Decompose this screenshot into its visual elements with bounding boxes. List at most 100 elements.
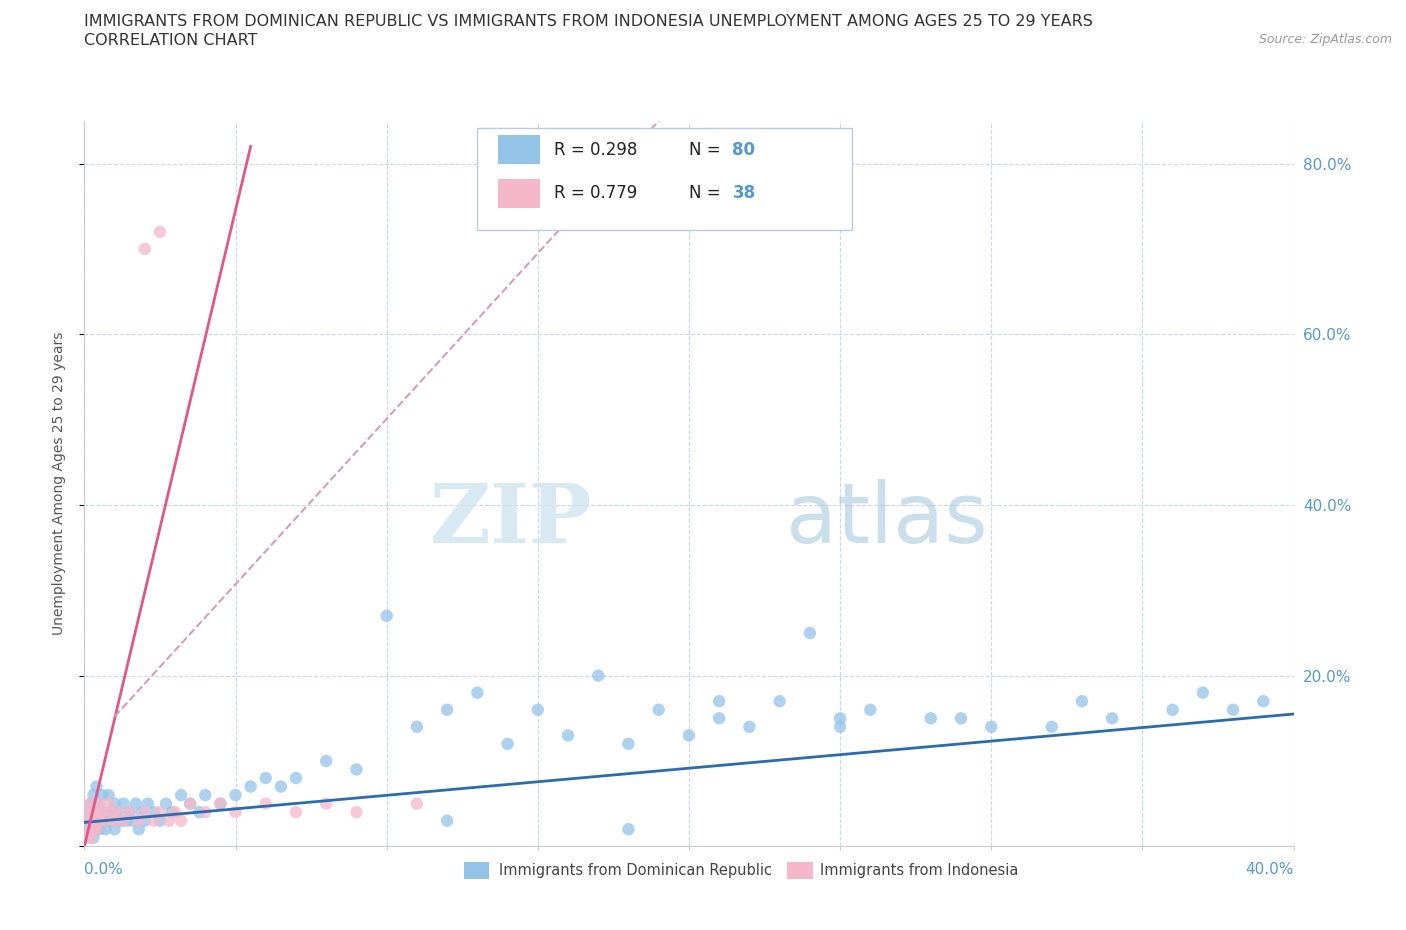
Point bbox=[188, 804, 211, 819]
Point bbox=[79, 830, 101, 845]
Point bbox=[89, 796, 111, 811]
Point bbox=[194, 804, 217, 819]
Point bbox=[160, 804, 183, 819]
Point bbox=[121, 813, 143, 828]
Point bbox=[89, 796, 111, 811]
Point bbox=[1192, 685, 1215, 700]
Point bbox=[118, 804, 141, 819]
Point bbox=[94, 813, 117, 828]
Point bbox=[94, 822, 117, 837]
Point bbox=[859, 702, 882, 717]
Point bbox=[709, 711, 731, 725]
Point bbox=[648, 702, 671, 717]
Point bbox=[104, 813, 127, 828]
FancyBboxPatch shape bbox=[498, 136, 540, 165]
Point bbox=[436, 702, 458, 717]
FancyBboxPatch shape bbox=[498, 179, 540, 208]
Text: R = 0.298: R = 0.298 bbox=[554, 141, 637, 159]
Point bbox=[920, 711, 942, 725]
Point bbox=[76, 804, 98, 819]
Point bbox=[225, 804, 247, 819]
Text: 40.0%: 40.0% bbox=[1246, 862, 1294, 877]
Text: CORRELATION CHART: CORRELATION CHART bbox=[84, 33, 257, 47]
Point bbox=[1071, 694, 1094, 709]
Y-axis label: Unemployment Among Ages 25 to 29 years: Unemployment Among Ages 25 to 29 years bbox=[52, 332, 66, 635]
Point bbox=[89, 813, 111, 828]
Point bbox=[285, 771, 308, 786]
Point bbox=[91, 813, 114, 828]
Point bbox=[82, 822, 104, 837]
Point bbox=[100, 804, 122, 819]
Point bbox=[406, 720, 429, 735]
Point bbox=[527, 702, 550, 717]
Point bbox=[97, 813, 120, 828]
Point bbox=[76, 822, 98, 837]
Point bbox=[270, 779, 292, 794]
Point bbox=[104, 822, 127, 837]
Text: N =: N = bbox=[689, 141, 725, 159]
Point bbox=[79, 796, 101, 811]
Point bbox=[91, 788, 114, 803]
Point bbox=[678, 728, 700, 743]
Point bbox=[142, 804, 165, 819]
Point bbox=[149, 804, 172, 819]
Point bbox=[209, 796, 232, 811]
Point bbox=[112, 813, 135, 828]
Point bbox=[830, 711, 852, 725]
Point bbox=[209, 796, 232, 811]
Point bbox=[1161, 702, 1184, 717]
Point bbox=[239, 779, 262, 794]
Point bbox=[79, 822, 101, 837]
Text: ZIP: ZIP bbox=[430, 480, 592, 560]
Point bbox=[225, 788, 247, 803]
Point bbox=[86, 822, 108, 837]
Point bbox=[76, 822, 98, 837]
Text: atlas: atlas bbox=[786, 479, 987, 561]
Point bbox=[128, 822, 150, 837]
Point bbox=[115, 813, 138, 828]
Point bbox=[76, 804, 98, 819]
Point bbox=[406, 796, 429, 811]
Text: IMMIGRANTS FROM DOMINICAN REPUBLIC VS IMMIGRANTS FROM INDONESIA UNEMPLOYMENT AMO: IMMIGRANTS FROM DOMINICAN REPUBLIC VS IM… bbox=[84, 14, 1094, 29]
Point bbox=[315, 753, 337, 768]
Point bbox=[86, 822, 108, 837]
Point bbox=[97, 796, 120, 811]
Point bbox=[170, 788, 193, 803]
FancyBboxPatch shape bbox=[478, 128, 852, 230]
Point bbox=[980, 720, 1002, 735]
Point bbox=[315, 796, 337, 811]
Point bbox=[1253, 694, 1275, 709]
Point bbox=[89, 822, 111, 837]
Point bbox=[79, 813, 101, 828]
Point bbox=[436, 813, 458, 828]
Point bbox=[769, 694, 792, 709]
Point bbox=[557, 728, 579, 743]
Point bbox=[1222, 702, 1244, 717]
Point bbox=[617, 737, 640, 751]
Point bbox=[142, 813, 165, 828]
Point bbox=[134, 804, 156, 819]
Point bbox=[82, 804, 104, 819]
Point bbox=[170, 813, 193, 828]
Point bbox=[86, 804, 108, 819]
Point bbox=[94, 804, 117, 819]
Text: 80: 80 bbox=[733, 141, 755, 159]
Point bbox=[617, 822, 640, 837]
Point bbox=[97, 788, 120, 803]
Point bbox=[149, 813, 172, 828]
Point bbox=[157, 813, 180, 828]
Point bbox=[86, 779, 108, 794]
Point bbox=[738, 720, 761, 735]
Point bbox=[375, 608, 398, 623]
Point bbox=[110, 813, 132, 828]
Point bbox=[134, 813, 156, 828]
Point bbox=[82, 788, 104, 803]
Point bbox=[125, 796, 148, 811]
Point bbox=[1101, 711, 1123, 725]
Point bbox=[136, 796, 159, 811]
Text: 0.0%: 0.0% bbox=[84, 862, 124, 877]
Point bbox=[149, 224, 172, 239]
Text: Immigrants from Indonesia: Immigrants from Indonesia bbox=[820, 863, 1018, 878]
Text: 38: 38 bbox=[733, 184, 755, 203]
Point bbox=[107, 804, 129, 819]
